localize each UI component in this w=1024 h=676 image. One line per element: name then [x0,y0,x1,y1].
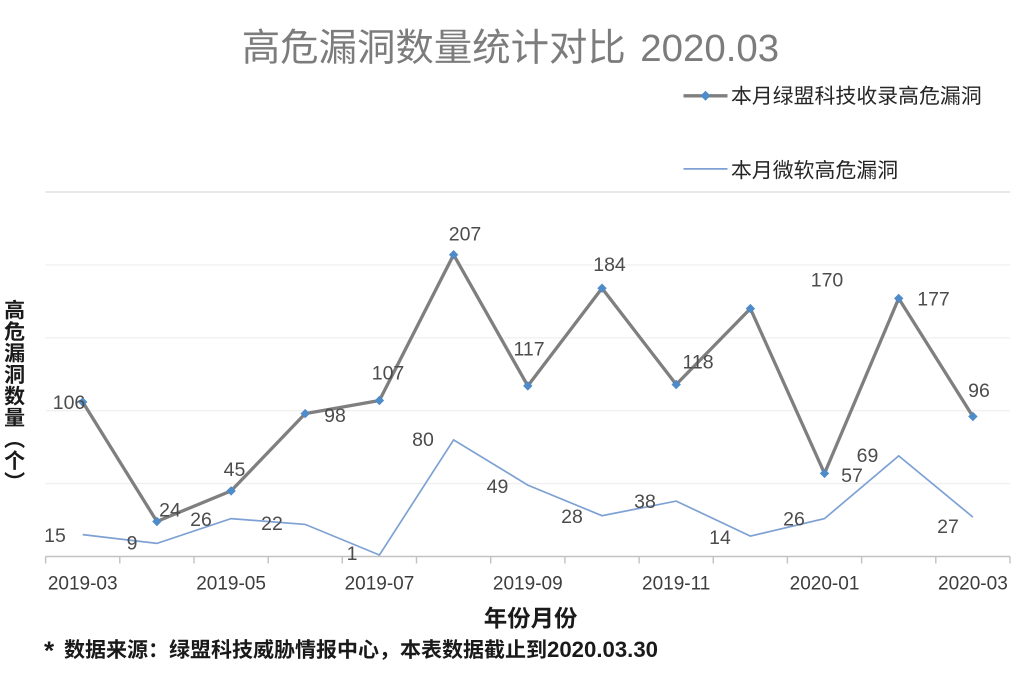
svg-text:2020-03: 2020-03 [938,573,1008,594]
svg-text:24: 24 [159,500,181,522]
svg-text:2019-11: 2019-11 [642,573,710,594]
svg-text:28: 28 [561,506,583,528]
svg-text:2020-01: 2020-01 [790,573,860,594]
svg-text:69: 69 [857,445,879,467]
svg-text:57: 57 [841,465,863,487]
svg-text:207: 207 [449,224,482,246]
svg-text:118: 118 [682,352,713,374]
svg-text:80: 80 [412,429,434,451]
svg-text:22: 22 [261,513,283,535]
svg-text:45: 45 [224,459,246,481]
svg-text:117: 117 [513,339,544,361]
svg-text:49: 49 [487,476,509,498]
svg-text:2019-03: 2019-03 [48,573,118,594]
svg-text:*: * [44,636,55,666]
svg-text:1: 1 [347,543,358,565]
svg-text:2019-05: 2019-05 [196,573,266,594]
svg-text:2019-07: 2019-07 [345,573,415,594]
svg-text:98: 98 [324,405,346,427]
svg-text:27: 27 [937,516,959,538]
svg-text:2020.03: 2020.03 [640,27,779,70]
svg-text:107: 107 [372,363,405,385]
svg-text:26: 26 [190,509,212,531]
svg-text:2020.03.30: 2020.03.30 [547,637,658,662]
svg-text:96: 96 [968,380,990,402]
svg-text:15: 15 [44,525,66,547]
svg-text:38: 38 [634,491,656,513]
svg-text:106: 106 [53,392,86,414]
svg-text:170: 170 [811,270,844,292]
svg-text:177: 177 [917,289,950,311]
svg-text:2019-09: 2019-09 [493,573,563,594]
svg-text:14: 14 [709,527,731,549]
svg-text:9: 9 [127,533,138,555]
svg-text:184: 184 [593,254,626,276]
svg-text:26: 26 [783,509,805,531]
